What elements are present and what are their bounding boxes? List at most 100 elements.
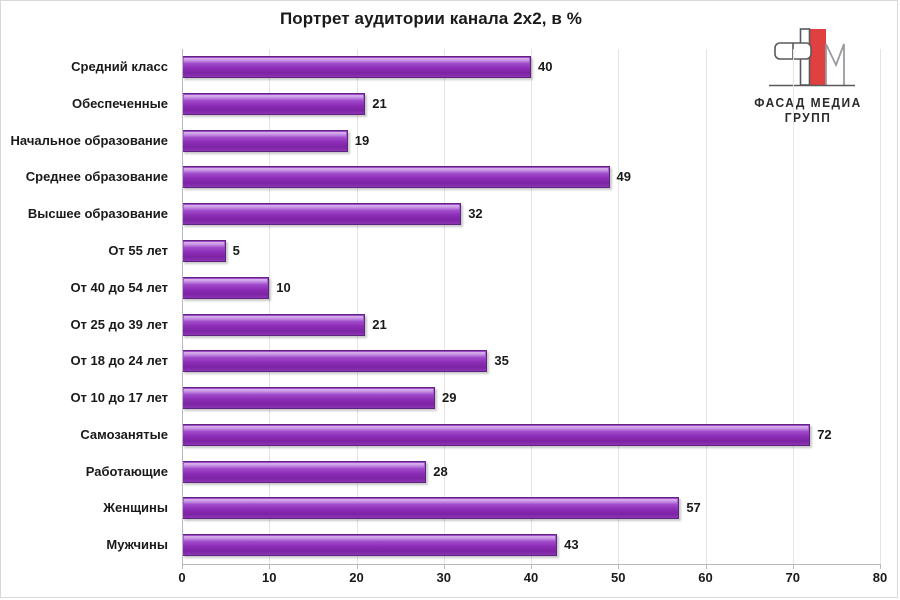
- bar-row: Высшее образование 32: [28, 196, 880, 233]
- bar-row: Мужчины 43: [106, 527, 880, 564]
- bar-row: От 40 до 54 лет 10: [70, 270, 880, 307]
- bar[interactable]: [182, 56, 531, 78]
- bar-fill: [182, 387, 436, 410]
- bar[interactable]: [182, 350, 488, 373]
- category-label: Женщины: [103, 500, 168, 516]
- x-axis-tick: [356, 564, 358, 569]
- gridline: [792, 49, 794, 564]
- bar[interactable]: [182, 534, 558, 557]
- category-label: Высшее образование: [27, 206, 168, 222]
- category-label: Обеспеченные: [71, 95, 168, 111]
- bar[interactable]: [182, 129, 348, 152]
- logo-mark-icon: [767, 23, 857, 93]
- bar[interactable]: [182, 313, 366, 336]
- bar-row: Начальное образование 19: [11, 123, 880, 160]
- bar-row: От 18 до 24 лет 35: [70, 343, 880, 380]
- category-label: От 25 до 39 лет: [70, 316, 168, 332]
- bar-fill: [182, 129, 348, 152]
- plot-area: Средний класс 40 Обеспеченные 21 Начальное о…: [11, 49, 881, 564]
- bar[interactable]: [182, 92, 366, 115]
- bar-row: Обеспеченные 21: [72, 86, 880, 123]
- x-axis-tick: [705, 564, 707, 569]
- category-label: От 55 лет: [108, 242, 168, 258]
- gridline: [618, 49, 620, 564]
- bar-fill: [182, 313, 366, 336]
- category-label: Самозанятые: [80, 426, 168, 442]
- gridline: [269, 49, 271, 564]
- bar-fill: [182, 497, 680, 520]
- bar-fill: [182, 166, 610, 189]
- bar-fill: [182, 92, 366, 115]
- bar[interactable]: [182, 423, 811, 446]
- bar-value-label: 10: [276, 279, 291, 295]
- bar-value-label: 5: [232, 242, 240, 258]
- gridline: [443, 49, 445, 564]
- bar-row: Средний класс 40: [71, 49, 880, 86]
- bar-fill: [182, 203, 462, 226]
- bar-row: Среднее образование 49: [26, 159, 880, 196]
- gridline: [705, 49, 707, 564]
- bar-value-label: 21: [372, 316, 387, 332]
- x-axis-tick: [618, 564, 620, 569]
- x-axis-tick: [531, 564, 532, 569]
- category-label: Среднее образование: [25, 169, 168, 185]
- bar-fill: [182, 239, 226, 262]
- logo-text: ФАСАД МЕДИА ГРУПП: [754, 95, 862, 125]
- bar-value-label: 49: [616, 169, 631, 185]
- category-label: Работающие: [85, 463, 168, 479]
- logo: ФАСАД МЕДИА ГРУПП: [723, 23, 893, 127]
- bar[interactable]: [182, 276, 270, 299]
- x-axis-tick-label: 70: [785, 570, 800, 585]
- x-axis-tick: [269, 564, 271, 569]
- bar-value-label: 43: [564, 537, 579, 553]
- x-axis-tick: [880, 564, 881, 569]
- x-axis-tick-label: 10: [262, 570, 277, 585]
- bar-fill: [182, 460, 427, 483]
- x-axis-tick: [182, 564, 183, 569]
- x-axis-tick-label: 40: [523, 570, 539, 585]
- bar-row: Самозанятые 72: [80, 417, 880, 454]
- bar-value-label: 29: [442, 390, 457, 406]
- x-axis-tick-label: 80: [872, 570, 888, 585]
- bar-value-label: 35: [494, 353, 509, 369]
- bar-fill: [182, 350, 488, 373]
- gridline: [356, 49, 358, 564]
- category-label: От 40 до 54 лет: [70, 279, 168, 295]
- bar[interactable]: [182, 387, 436, 410]
- x-axis-tick: [792, 564, 794, 569]
- bar-fill: [182, 276, 270, 299]
- bar[interactable]: [182, 203, 462, 226]
- bar-row: Работающие 28: [86, 454, 880, 491]
- x-axis-tick-label: 0: [178, 570, 186, 585]
- category-label: От 10 до 17 лет: [70, 390, 168, 406]
- bar-value-label: 40: [538, 59, 553, 74]
- bar-value-label: 57: [686, 500, 701, 516]
- bar-value-label: 28: [433, 463, 448, 479]
- chart-title: Портрет аудитории канала 2х2, в %: [279, 9, 583, 28]
- y-axis-line: [182, 49, 183, 564]
- bar-fill: [182, 423, 811, 446]
- bar[interactable]: [182, 239, 226, 262]
- bar-fill: [182, 534, 558, 557]
- bar-value-label: 32: [468, 206, 483, 222]
- bar-row: Женщины 57: [103, 490, 880, 527]
- x-axis-tick: [443, 564, 445, 569]
- bar-value-label: 19: [354, 132, 370, 148]
- gridline: [880, 49, 881, 564]
- bar-row: От 10 до 17 лет 29: [70, 380, 880, 417]
- bar[interactable]: [182, 166, 610, 189]
- bar-row: От 25 до 39 лет 21: [70, 307, 880, 344]
- bar-value-label: 21: [372, 95, 387, 111]
- bar[interactable]: [182, 497, 680, 520]
- bar-row: От 55 лет 5: [108, 233, 880, 270]
- bar-fill: [182, 56, 531, 78]
- x-axis-tick-label: 50: [611, 570, 626, 585]
- category-label: От 18 до 24 лет: [70, 353, 168, 369]
- bar[interactable]: [182, 460, 427, 483]
- bar-value-label: 72: [817, 426, 832, 442]
- category-label: Мужчины: [106, 537, 168, 553]
- x-axis-tick-label: 60: [698, 570, 713, 585]
- x-axis-tick-label: 20: [349, 570, 364, 585]
- gridline: [531, 49, 532, 564]
